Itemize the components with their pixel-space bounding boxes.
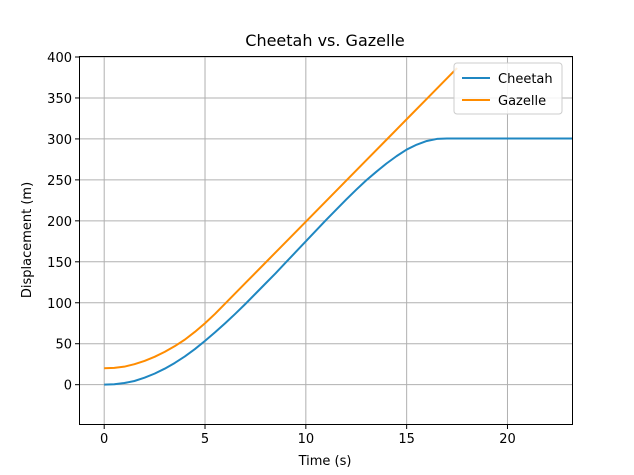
x-tick-label: 5 <box>201 432 209 447</box>
x-tick-label: 15 <box>398 432 415 447</box>
y-tick-label: 100 <box>47 297 72 312</box>
x-tick-label: 10 <box>298 432 315 447</box>
x-tick-label: 20 <box>499 432 516 447</box>
y-tick-label: 350 <box>47 92 72 107</box>
y-tick-label: 250 <box>47 174 72 189</box>
legend-box <box>453 62 563 115</box>
y-tick-label: 200 <box>47 215 72 230</box>
y-tick-label: 400 <box>47 51 72 66</box>
plot-lines <box>104 67 572 386</box>
legend-label-gazelle: Gazelle <box>498 94 546 109</box>
y-tick-label: 0 <box>64 379 72 394</box>
x-axis: 0 5 10 15 20 <box>100 424 516 447</box>
y-axis-label: Displacement (m) <box>20 182 35 298</box>
y-tick-label: 50 <box>55 338 72 353</box>
legend-label-cheetah: Cheetah <box>498 72 553 87</box>
legend: Cheetah Gazelle <box>453 62 563 115</box>
y-axis: 0 50 100 150 200 250 300 350 400 <box>47 51 80 394</box>
x-axis-label: Time (s) <box>298 454 352 469</box>
x-tick-label: 0 <box>100 432 108 447</box>
series-line-cheetah <box>104 137 572 386</box>
chart-title: Cheetah vs. Gazelle <box>245 31 404 50</box>
y-tick-label: 300 <box>47 133 72 148</box>
series-line-gazelle <box>104 67 458 370</box>
y-tick-label: 150 <box>47 256 72 271</box>
plot-frame <box>79 56 573 425</box>
